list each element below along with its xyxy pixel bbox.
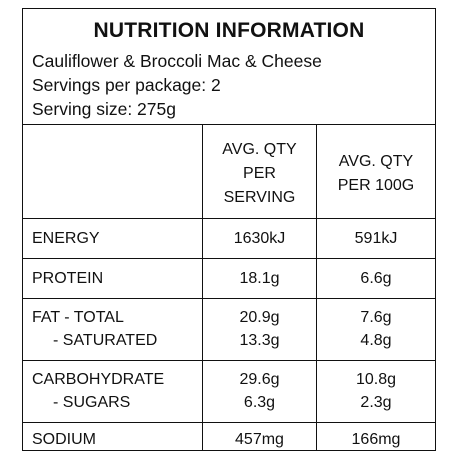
per-serving-value: 1630kJ [233, 230, 286, 247]
table-row: PROTEIN 18.1g 6.6g [23, 259, 435, 299]
per-100g-value: 4.8g [360, 332, 392, 349]
nutrient-label-cell: SODIUM [23, 423, 203, 451]
per-serving-cell: 20.9g 13.3g [203, 299, 317, 360]
nutrient-label-cell: FAT - TOTAL - SATURATED [23, 299, 203, 360]
per-100g-header-line: PER 100G [337, 177, 415, 194]
per-serving-value: 13.3g [239, 332, 280, 349]
serving-size: Serving size: 275g [32, 99, 176, 119]
nutrient-label: PROTEIN [32, 270, 104, 287]
per-100g-value: 591kJ [354, 230, 398, 247]
per-100g-cell: 166mg [317, 423, 435, 451]
per-serving-header-line: AVG. QTY [222, 141, 297, 158]
per-serving-value: 6.3g [243, 394, 276, 411]
servings-per-package: Servings per package: 2 [32, 75, 221, 95]
per-serving-value: 29.6g [239, 371, 280, 388]
per-100g-cell: 591kJ [317, 219, 435, 258]
per-serving-header-line: SERVING [223, 189, 296, 206]
nutrient-label-cell: ENERGY [23, 219, 203, 258]
panel-title: NUTRITION INFORMATION [93, 19, 365, 42]
per-100g-cell: 6.6g [317, 259, 435, 298]
per-100g-value: 2.3g [360, 394, 392, 411]
nutrient-label: CARBOHYDRATE [32, 371, 165, 388]
table-row: SODIUM 457mg 166mg [23, 423, 435, 451]
per-serving-cell: 29.6g 6.3g [203, 361, 317, 422]
nutrient-label-cell: CARBOHYDRATE - SUGARS [23, 361, 203, 422]
per-serving-cell: 457mg [203, 423, 317, 451]
nutrient-column-header [23, 125, 203, 218]
nutrient-sublabel: - SUGARS [53, 394, 131, 411]
table-row: FAT - TOTAL - SATURATED 20.9g 13.3g 7.6g… [23, 299, 435, 361]
per-100g-cell: 10.8g 2.3g [317, 361, 435, 422]
nutrient-label: FAT - TOTAL [32, 309, 124, 326]
product-name: Cauliflower & Broccoli Mac & Cheese [32, 51, 322, 71]
nutrient-sublabel: - SATURATED [53, 332, 158, 349]
per-serving-value: 18.1g [239, 270, 280, 287]
nutrition-panel: NUTRITION INFORMATION Cauliflower & Broc… [22, 8, 436, 451]
per-100g-value: 10.8g [355, 371, 397, 388]
table-row: ENERGY 1630kJ 591kJ [23, 219, 435, 259]
per-100g-header-line: AVG. QTY [338, 153, 414, 170]
per-serving-cell: 1630kJ [203, 219, 317, 258]
panel-header: NUTRITION INFORMATION Cauliflower & Broc… [23, 9, 435, 125]
per-100g-value: 7.6g [360, 309, 392, 326]
per-serving-header: AVG. QTY PER SERVING [203, 125, 317, 218]
per-serving-value: 457mg [235, 431, 284, 448]
per-serving-cell: 18.1g [203, 259, 317, 298]
nutrient-label: ENERGY [32, 230, 100, 247]
nutrient-label-cell: PROTEIN [23, 259, 203, 298]
nutrient-label: SODIUM [32, 431, 96, 448]
column-header-row: AVG. QTY PER SERVING AVG. QTY PER 100G [23, 125, 435, 219]
per-100g-header: AVG. QTY PER 100G [317, 125, 435, 218]
per-serving-value: 20.9g [239, 309, 280, 326]
per-100g-value: 6.6g [360, 270, 392, 287]
per-100g-value: 166mg [351, 431, 401, 448]
table-row: CARBOHYDRATE - SUGARS 29.6g 6.3g 10.8g 2… [23, 361, 435, 423]
per-serving-header-line: PER [243, 165, 276, 182]
per-100g-cell: 7.6g 4.8g [317, 299, 435, 360]
